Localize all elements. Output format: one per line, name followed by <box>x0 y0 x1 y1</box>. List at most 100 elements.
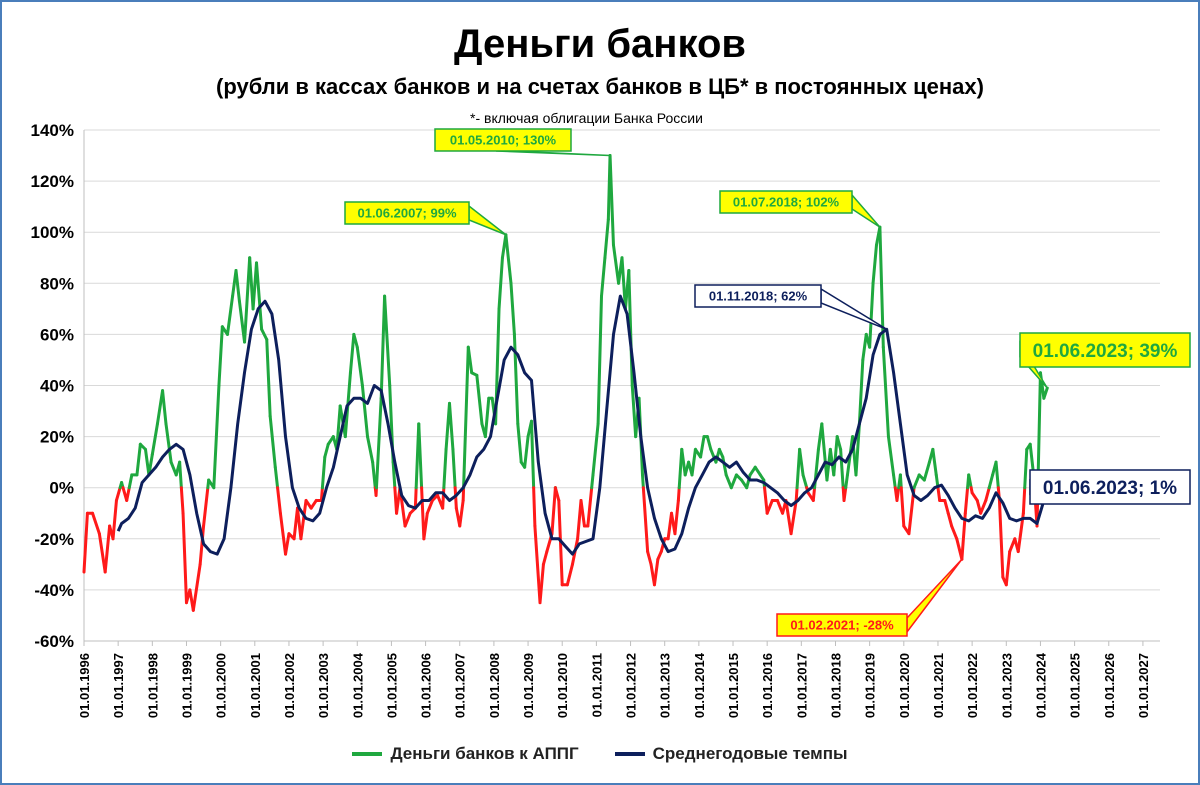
series-segment <box>352 332 359 349</box>
series-segment <box>135 442 142 477</box>
x-tick-label: 01.01.2020 <box>897 653 912 718</box>
series-segment <box>895 486 901 502</box>
series-segment <box>512 332 520 426</box>
legend-item-bank-money: Деньги банков к АППГ <box>352 744 579 764</box>
series-segment <box>857 358 865 426</box>
series-segment <box>320 455 327 490</box>
series-segment <box>881 345 890 439</box>
series-segment <box>413 486 418 510</box>
x-tick-label: 01.01.2012 <box>624 653 639 718</box>
series-segment <box>284 532 291 556</box>
series-segment <box>963 486 970 515</box>
series-segment <box>912 473 921 490</box>
callout-label: 01.11.2018; 62% <box>709 289 808 304</box>
callout-label: 01.05.2010; 130% <box>450 133 557 148</box>
series-segment <box>794 486 799 502</box>
y-tick-label: 140% <box>31 121 74 140</box>
x-tick-label: 01.01.2003 <box>316 653 331 718</box>
series-segment <box>745 473 752 490</box>
callout-box <box>434 128 572 152</box>
series-segment <box>690 447 697 477</box>
series-segment <box>103 524 112 574</box>
series-segment <box>475 373 484 426</box>
series-segment <box>179 486 185 515</box>
callout-label: 01.02.2021; -28% <box>790 618 894 633</box>
series-segment <box>447 401 455 451</box>
series-segment <box>323 442 330 459</box>
series-segment <box>868 281 875 349</box>
series-segment <box>931 447 938 477</box>
series-segment <box>987 473 995 490</box>
callout-box <box>719 190 853 214</box>
series-segment <box>234 269 241 303</box>
x-tick-label: 01.01.1997 <box>111 653 126 718</box>
callout-pointer <box>851 192 881 228</box>
x-tick-label: 01.01.2021 <box>931 653 946 718</box>
x-tick-label: 01.01.2002 <box>282 653 297 718</box>
x-tick-label: 01.01.2005 <box>384 653 399 718</box>
series-segment <box>529 419 536 490</box>
series-segment <box>579 498 586 528</box>
series-segment <box>425 498 434 515</box>
series-segment <box>784 498 793 536</box>
series-segment <box>391 460 397 490</box>
series-segment <box>255 261 264 331</box>
series-segment <box>646 550 653 566</box>
series-segment <box>191 562 202 612</box>
series-segment <box>590 473 595 490</box>
x-tick-label: 01.01.1996 <box>77 653 92 718</box>
series-segment <box>403 511 412 528</box>
callout-label: 01.06.2007; 99% <box>357 206 456 221</box>
callout-box <box>694 284 822 308</box>
series-segment <box>943 498 950 515</box>
series-segment <box>811 486 817 502</box>
series-segment <box>523 435 530 469</box>
series-annual-average <box>116 294 1049 556</box>
series-segment <box>1023 447 1029 490</box>
callout-box <box>344 201 470 225</box>
y-tick-label: 120% <box>31 172 74 191</box>
series-segment <box>541 550 549 566</box>
chart-title: Деньги банков <box>454 22 746 66</box>
series-segment <box>422 511 429 541</box>
series-segment <box>611 243 621 285</box>
series-segment <box>260 327 269 342</box>
series-segment <box>1004 550 1012 587</box>
series-segment <box>729 473 738 490</box>
x-tick-label: 01.01.2001 <box>248 653 263 718</box>
series-segment <box>997 498 1005 579</box>
series-segment <box>680 447 687 477</box>
series-segment <box>127 473 134 490</box>
series-segment <box>765 498 774 515</box>
series-segment <box>181 511 188 605</box>
callout-label: 01.06.2023; 39% <box>1033 341 1178 362</box>
series-segment <box>892 473 897 490</box>
series-segment <box>462 345 470 490</box>
series-segment <box>950 524 959 541</box>
x-tick-label: 01.01.2006 <box>419 653 434 718</box>
x-tick-label: 01.01.2026 <box>1102 653 1117 718</box>
series-segment <box>504 233 513 285</box>
series-segment <box>335 404 342 451</box>
series-segment <box>243 256 252 344</box>
series-segment <box>355 345 364 387</box>
series-segment <box>451 447 457 490</box>
legend-swatch-navy <box>614 752 645 756</box>
x-axis: 01.01.1996 01.01.1997 01.01.1998 01.01.1999… <box>77 640 1160 718</box>
series-segment <box>922 460 931 482</box>
x-tick-label: 01.01.2019 <box>863 653 878 718</box>
series-segment <box>150 422 159 456</box>
series-segment <box>198 524 206 566</box>
series-segment <box>319 486 324 502</box>
series-segment <box>600 256 607 298</box>
series-segment <box>466 345 474 375</box>
legend: Деньги банков к АППГ Среднегодовые темпы <box>0 744 1200 764</box>
series-segment <box>178 460 183 490</box>
series-segment <box>724 473 733 490</box>
series-segment <box>603 217 610 260</box>
series-segment <box>553 486 561 502</box>
series-segment <box>641 486 650 554</box>
series-segment <box>360 384 370 439</box>
series-segment <box>147 452 154 477</box>
y-tick-label: 0% <box>49 479 74 498</box>
